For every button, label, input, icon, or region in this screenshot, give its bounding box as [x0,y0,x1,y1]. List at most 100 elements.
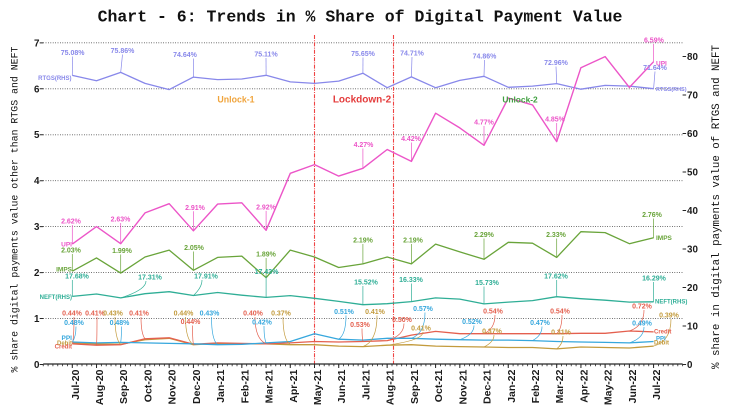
svg-text:2.76%: 2.76% [642,212,663,219]
svg-text:2.19%: 2.19% [403,238,424,245]
svg-text:Jul-22: Jul-22 [651,369,663,400]
svg-text:0.50%: 0.50% [392,317,413,324]
svg-text:17.68%: 17.68% [65,274,90,281]
svg-text:UPI: UPI [656,61,667,68]
svg-text:% share digital payments value: % share digital payments value other tha… [10,46,21,372]
svg-text:Aug-21: Aug-21 [385,369,397,405]
svg-text:Jan-21: Jan-21 [215,369,227,402]
svg-text:1.99%: 1.99% [112,248,133,255]
svg-text:75.11%: 75.11% [254,52,278,59]
svg-text:0.44%: 0.44% [62,311,83,318]
svg-text:0.41%: 0.41% [365,309,386,316]
svg-text:74.64%: 74.64% [173,52,198,59]
svg-text:0.40%: 0.40% [243,311,264,318]
svg-text:2.63%: 2.63% [111,217,132,224]
svg-text:2.92%: 2.92% [256,204,277,211]
svg-text:74.71%: 74.71% [400,51,425,58]
svg-text:0.37%: 0.37% [271,311,292,318]
svg-text:0.37%: 0.37% [482,329,503,336]
svg-text:2.05%: 2.05% [184,245,205,252]
svg-text:RTGS(RHS): RTGS(RHS) [38,76,71,82]
svg-text:75.65%: 75.65% [351,51,376,58]
svg-text:72.96%: 72.96% [544,60,569,67]
svg-text:17.31%: 17.31% [138,275,163,282]
svg-text:Jun-21: Jun-21 [336,369,348,403]
svg-text:Debit: Debit [654,341,669,347]
svg-text:80: 80 [687,52,698,63]
svg-text:1: 1 [34,314,40,325]
svg-text:0.72%: 0.72% [632,304,653,311]
svg-text:Jan-22: Jan-22 [506,369,518,402]
svg-text:Jul-21: Jul-21 [360,369,372,400]
svg-text:16.33%: 16.33% [399,277,424,284]
svg-text:75.86%: 75.86% [111,48,136,55]
svg-text:0.49%: 0.49% [632,321,653,328]
svg-text:4.42%: 4.42% [401,136,422,143]
svg-text:15.73%: 15.73% [475,280,500,287]
svg-text:UPI: UPI [61,242,72,249]
svg-text:Credit: Credit [55,345,72,351]
svg-text:Apr-21: Apr-21 [288,369,300,402]
svg-text:40: 40 [687,206,698,217]
svg-text:Sep-20: Sep-20 [118,369,130,404]
svg-text:0.42%: 0.42% [252,320,273,327]
svg-text:Sep-21: Sep-21 [409,369,421,404]
svg-text:RTGS(RHS): RTGS(RHS) [656,87,687,93]
svg-text:1.89%: 1.89% [256,252,277,259]
svg-text:0.43%: 0.43% [103,311,124,318]
svg-text:0.54%: 0.54% [483,309,504,316]
svg-text:74.86%: 74.86% [473,54,498,61]
svg-text:6.59%: 6.59% [644,38,665,45]
svg-text:70: 70 [687,91,698,102]
svg-text:2.33%: 2.33% [546,232,567,239]
svg-text:0.43%: 0.43% [200,311,221,318]
svg-text:2.62%: 2.62% [61,219,82,226]
svg-text:Lockdown-2: Lockdown-2 [333,95,392,106]
svg-text:IMPS: IMPS [656,235,673,242]
svg-text:60: 60 [687,129,698,140]
svg-text:0.57%: 0.57% [413,306,434,313]
svg-text:0.31%: 0.31% [551,330,572,337]
svg-text:Jun-22: Jun-22 [627,369,639,403]
svg-text:2.19%: 2.19% [353,238,374,245]
svg-text:17.62%: 17.62% [544,274,569,281]
svg-text:0.44%: 0.44% [181,319,202,326]
svg-text:Aug-20: Aug-20 [94,369,106,405]
svg-text:0: 0 [687,360,693,371]
svg-text:Unlock-2: Unlock-2 [502,95,538,105]
svg-text:Feb-22: Feb-22 [530,369,542,403]
svg-text:0.48%: 0.48% [64,320,85,327]
svg-text:Unlock-1: Unlock-1 [217,95,254,105]
svg-text:20: 20 [687,283,698,294]
svg-text:May-22: May-22 [603,369,615,405]
svg-text:4: 4 [34,176,40,187]
svg-text:Oct-20: Oct-20 [143,369,155,402]
svg-text:Nov-21: Nov-21 [457,369,469,404]
svg-text:0.41%: 0.41% [129,311,150,318]
svg-text:71.64%: 71.64% [643,65,668,72]
svg-text:5: 5 [34,130,40,141]
svg-text:17.43%: 17.43% [255,269,280,276]
svg-text:0: 0 [34,360,40,371]
svg-text:PPI: PPI [62,335,73,342]
svg-text:Nov-20: Nov-20 [167,369,179,404]
svg-text:2.03%: 2.03% [61,248,82,255]
svg-text:0.52%: 0.52% [462,319,483,326]
svg-text:0.44%: 0.44% [174,311,195,318]
svg-text:% share in digital payments va: % share in digital payments value of RTG… [711,45,723,369]
svg-text:4.77%: 4.77% [474,120,495,127]
svg-text:15.52%: 15.52% [354,280,379,287]
svg-text:2.29%: 2.29% [474,232,495,239]
svg-text:Debit: Debit [57,341,72,347]
svg-text:0.41%: 0.41% [411,326,432,333]
svg-text:0.41%: 0.41% [85,311,106,318]
svg-text:30: 30 [687,245,698,256]
svg-text:0.47%: 0.47% [530,320,551,327]
svg-text:7: 7 [34,38,40,49]
svg-text:Mar-22: Mar-22 [554,369,566,403]
svg-text:75.08%: 75.08% [61,50,86,57]
svg-text:Oct-21: Oct-21 [433,369,445,402]
svg-text:Feb-21: Feb-21 [239,369,251,403]
svg-text:4.27%: 4.27% [354,142,375,149]
svg-text:0.39%: 0.39% [659,313,680,320]
